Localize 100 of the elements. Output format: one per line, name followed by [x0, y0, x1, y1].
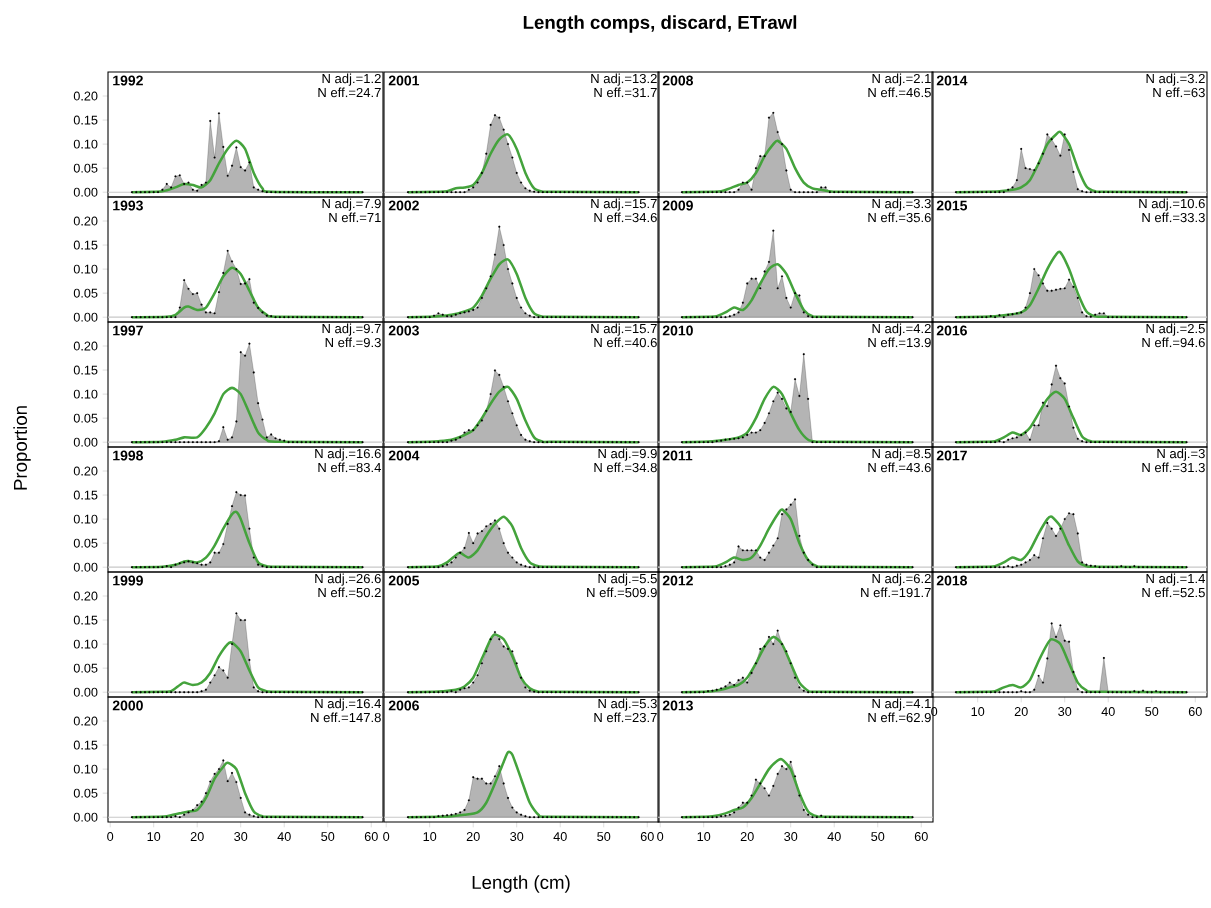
y-tick-label: 0.10	[73, 264, 98, 274]
x-tick-label: 50	[597, 832, 611, 842]
chart-title: 2000	[112, 700, 143, 711]
chart-title: 2004	[388, 450, 420, 461]
annotation: N eff.=509.9	[587, 587, 657, 598]
annotation: N adj.=15.7	[591, 323, 657, 336]
y-tick-label: 0.15	[73, 240, 98, 250]
x-tick-label: 10	[423, 832, 437, 842]
y-tick-label: 0.10	[73, 139, 98, 149]
x-tick-label: 40	[1101, 707, 1115, 717]
annotation: N eff.=71	[329, 212, 381, 223]
annotation: N eff.=35.6	[868, 212, 931, 223]
y-tick-label: 0.10	[73, 389, 98, 399]
annotation: N eff.=34.8	[594, 462, 657, 473]
x-tick-label: 30	[784, 832, 798, 842]
y-tick-label: 0.15	[73, 615, 98, 625]
annotation: N adj.=3	[1157, 448, 1205, 461]
annotation: N eff.=43.6	[868, 462, 931, 473]
chart-title: 2017	[936, 450, 967, 461]
annotation: N adj.=8.5	[872, 448, 931, 461]
chart-title: 2016	[936, 325, 967, 336]
chart-title: 1993	[113, 200, 143, 211]
annotation: N adj.=3.2	[1146, 73, 1205, 86]
y-tick-label: 0.15	[73, 115, 98, 125]
annotation: N eff.=24.7	[318, 87, 381, 98]
annotation: N eff.=23.7	[594, 712, 657, 723]
annotation: N adj.=4.2	[872, 323, 931, 336]
x-tick-label: 20	[1014, 707, 1028, 717]
annotation: N adj.=9.7	[322, 323, 381, 336]
chart-title: 2009	[662, 200, 693, 211]
annotation: N eff.=34.6	[594, 212, 657, 223]
annotation: N adj.=5.5	[598, 573, 657, 586]
x-tick-label: 60	[640, 832, 654, 842]
y-axis-title: Proportion	[13, 406, 31, 490]
y-tick-label: 0.15	[73, 365, 98, 375]
annotation: N adj.=15.7	[591, 198, 657, 211]
annotation: N eff.=33.3	[1142, 212, 1205, 223]
y-tick-label: 0.05	[73, 788, 98, 798]
x-tick-label: 60	[1188, 707, 1202, 717]
y-tick-label: 0.05	[73, 538, 98, 548]
y-tick-label: 0.00	[73, 312, 98, 322]
x-tick-label: 40	[827, 832, 841, 842]
y-tick-label: 0.00	[73, 812, 98, 822]
chart-title: 2010	[662, 325, 693, 336]
x-tick-label: 20	[190, 832, 204, 842]
y-tick-label: 0.20	[73, 716, 98, 726]
chart-title: 2013	[662, 700, 693, 711]
annotation: N adj.=10.6	[1139, 198, 1205, 211]
annotation: N eff.=13.9	[868, 337, 931, 348]
chart-title: 2011	[662, 450, 693, 461]
x-tick-label: 10	[971, 707, 985, 717]
annotation: N adj.=5.3	[598, 698, 657, 711]
annotation: N eff.=9.3	[325, 337, 381, 348]
annotation: N eff.=52.5	[1142, 587, 1205, 598]
annotation: N adj.=2.5	[1146, 323, 1205, 336]
annotation: N adj.=16.6	[315, 448, 381, 461]
annotation: N adj.=3.3	[872, 198, 931, 211]
annotation: N eff.=62.9	[868, 712, 931, 723]
annotation: N eff.=46.5	[868, 87, 931, 98]
annotation: N adj.=4.1	[872, 698, 931, 711]
annotation: N adj.=6.2	[872, 573, 931, 586]
y-tick-label: 0.00	[73, 187, 98, 197]
annotation: N eff.=83.4	[318, 462, 382, 473]
chart-title: 2005	[388, 575, 420, 586]
annotation: N eff.=31.3	[1142, 462, 1205, 473]
chart-title: 2012	[662, 575, 693, 586]
y-tick-label: 0.05	[73, 163, 98, 173]
x-tick-label: 60	[914, 832, 928, 842]
y-tick-label: 0.20	[73, 466, 98, 476]
y-tick-label: 0.20	[73, 341, 98, 351]
annotation: N eff.=63	[1153, 87, 1205, 98]
chart-title: 1998	[113, 450, 143, 461]
annotation: N adj.=9.9	[598, 448, 657, 461]
chart-title: 2001	[388, 75, 420, 86]
chart-title: 2014	[936, 75, 968, 86]
annotation: N eff.=31.7	[594, 87, 657, 98]
annotation: N adj.=1.4	[1146, 573, 1205, 586]
annotation: N eff.=147.8	[311, 712, 381, 723]
y-tick-label: 0.00	[73, 562, 98, 572]
annotation: N eff.=191.7	[861, 587, 931, 598]
x-tick-label: 30	[1058, 707, 1072, 717]
x-tick-label: 10	[697, 832, 711, 842]
chart-title: 2002	[388, 200, 419, 211]
chart-subtitle: Length comps, discard, ETrawl	[523, 15, 797, 33]
annotation: N adj.=1.2	[322, 73, 381, 86]
annotation: N adj.=26.6	[315, 573, 381, 586]
y-tick-label: 0.20	[73, 216, 98, 226]
chart-title: 2018	[936, 575, 968, 586]
chart-title: 2006	[388, 700, 419, 711]
x-tick-label: 0	[383, 832, 390, 842]
x-tick-label: 0	[657, 832, 664, 842]
annotation: N adj.=13.2	[591, 73, 657, 86]
y-tick-label: 0.10	[73, 764, 98, 774]
x-tick-label: 20	[740, 832, 754, 842]
y-tick-label: 0.05	[73, 663, 98, 673]
y-tick-label: 0.15	[73, 490, 98, 500]
y-tick-label: 0.05	[73, 288, 98, 298]
annotation: N adj.=7.9	[322, 198, 381, 211]
x-axis-title: Length (cm)	[472, 875, 570, 893]
annotation: N eff.=50.2	[318, 587, 381, 598]
